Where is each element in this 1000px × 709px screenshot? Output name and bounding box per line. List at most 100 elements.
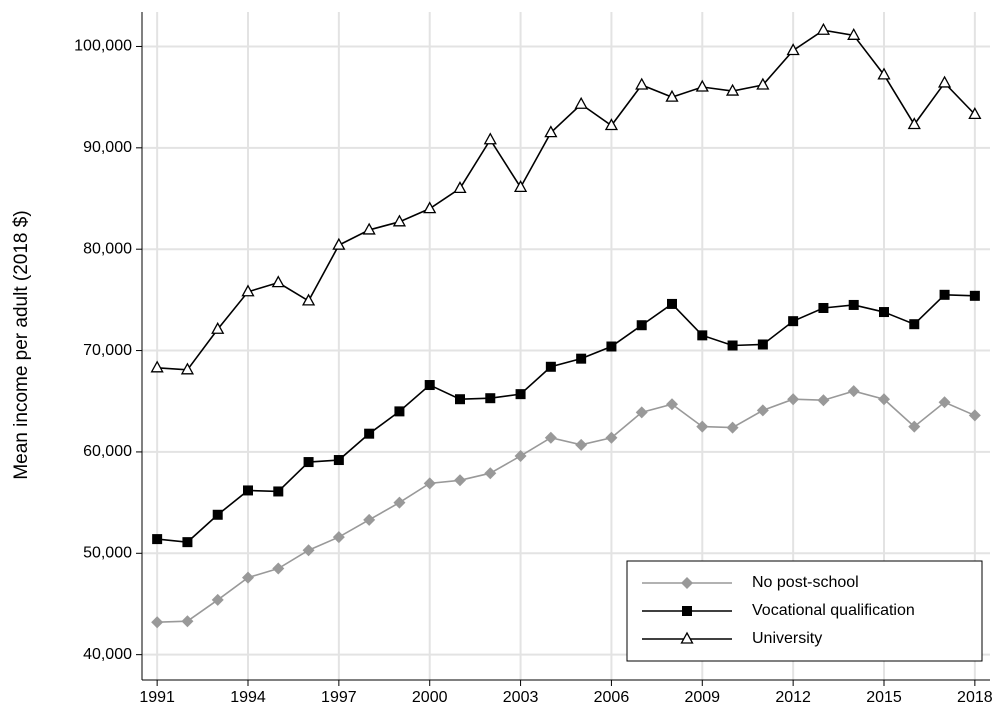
x-tick-label: 2006 — [594, 689, 630, 706]
series-line — [157, 390, 976, 624]
marker — [879, 307, 889, 318]
marker — [878, 393, 890, 406]
marker — [606, 341, 617, 352]
marker — [212, 509, 223, 520]
marker — [273, 486, 284, 497]
marker — [241, 284, 255, 297]
marker — [483, 132, 497, 145]
marker — [727, 340, 738, 351]
series-line — [157, 293, 975, 543]
marker — [182, 537, 193, 548]
marker — [757, 339, 768, 350]
marker — [393, 496, 406, 509]
marker — [788, 316, 799, 327]
marker — [150, 360, 164, 373]
x-tick-label: 1994 — [230, 689, 266, 706]
marker — [681, 577, 693, 589]
marker — [604, 118, 619, 131]
marker — [484, 467, 497, 480]
marker — [696, 420, 709, 433]
marker — [818, 302, 829, 313]
marker — [969, 290, 980, 301]
marker — [513, 180, 528, 193]
marker — [574, 96, 588, 109]
marker — [636, 320, 647, 331]
marker — [272, 562, 285, 575]
marker — [937, 75, 952, 88]
marker — [756, 77, 770, 90]
marker — [362, 222, 376, 235]
marker — [968, 409, 981, 422]
y-tick-label: 70,000 — [83, 342, 132, 359]
marker — [454, 474, 466, 487]
marker — [544, 431, 557, 444]
marker — [394, 406, 405, 417]
marker — [455, 394, 465, 405]
marker — [756, 404, 769, 417]
marker — [908, 420, 921, 433]
marker — [180, 362, 195, 375]
x-tick-label: 2018 — [957, 689, 993, 706]
x-tick-label: 2012 — [775, 689, 811, 706]
marker — [211, 321, 225, 334]
legend-label: Vocational qualification — [752, 602, 915, 619]
x-tick-label: 1997 — [321, 689, 357, 706]
marker — [211, 593, 224, 606]
y-tick-label: 40,000 — [83, 646, 132, 663]
marker — [363, 513, 376, 526]
marker — [938, 396, 951, 409]
marker — [152, 534, 163, 545]
marker — [848, 299, 859, 310]
marker — [514, 449, 527, 462]
marker — [423, 201, 437, 214]
marker — [485, 393, 496, 404]
marker — [817, 394, 830, 407]
marker — [968, 107, 982, 120]
marker — [909, 319, 920, 330]
marker — [303, 457, 314, 468]
x-tick-label: 1991 — [139, 689, 175, 706]
x-tick-label: 2000 — [412, 689, 448, 706]
marker — [695, 79, 709, 92]
marker — [181, 615, 194, 628]
marker — [423, 477, 436, 490]
y-tick-label: 90,000 — [83, 139, 132, 156]
marker — [680, 631, 694, 644]
marker — [242, 571, 254, 584]
marker — [271, 275, 285, 288]
marker — [576, 353, 587, 364]
marker — [635, 406, 648, 419]
x-tick-label: 2003 — [503, 689, 539, 706]
marker — [877, 67, 891, 80]
y-axis-label: Mean income per adult (2018 $) — [11, 210, 32, 479]
marker — [333, 455, 344, 466]
marker — [847, 27, 861, 40]
series-line — [157, 29, 976, 371]
marker — [332, 531, 345, 544]
marker — [424, 380, 435, 391]
legend-label: No post-school — [752, 574, 859, 591]
y-tick-label: 50,000 — [83, 545, 132, 562]
marker — [545, 361, 556, 372]
marker — [453, 181, 467, 194]
y-tick-label: 80,000 — [83, 240, 132, 257]
marker — [635, 77, 649, 90]
marker — [666, 398, 678, 411]
marker — [665, 89, 679, 102]
marker — [682, 606, 692, 616]
marker — [847, 385, 860, 398]
marker — [575, 438, 588, 451]
marker — [392, 214, 407, 227]
x-tick-label: 2009 — [684, 689, 720, 706]
marker — [364, 428, 375, 439]
marker — [243, 485, 253, 496]
marker — [939, 289, 950, 300]
marker — [332, 237, 346, 250]
marker — [515, 389, 526, 400]
marker — [786, 43, 800, 56]
marker — [301, 293, 316, 306]
marker — [725, 83, 740, 96]
marker — [726, 421, 739, 434]
marker — [605, 431, 618, 444]
